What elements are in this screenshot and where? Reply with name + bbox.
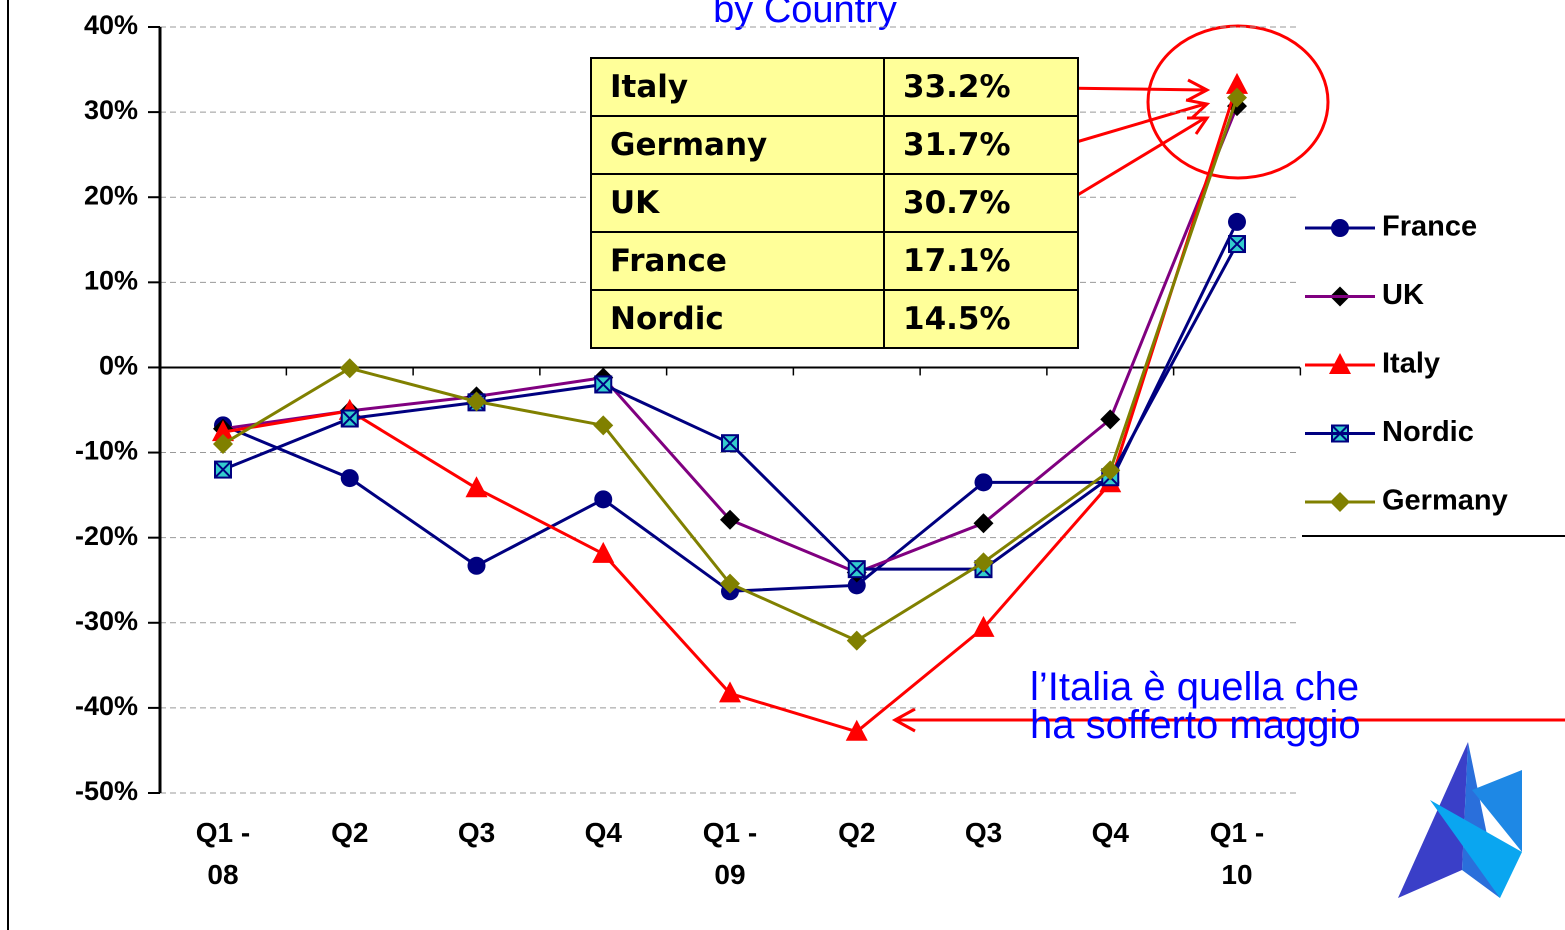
- table-row: Italy 33.2%: [590, 57, 1079, 117]
- marker-x: [214, 460, 232, 479]
- chart-title: by Country: [713, 0, 897, 31]
- legend-label: France: [1382, 211, 1477, 243]
- marker: [1100, 409, 1121, 430]
- y-tick-label: -40%: [75, 691, 138, 721]
- marker-x: [1228, 235, 1246, 253]
- table-row: France 17.1%: [590, 231, 1079, 291]
- marker: [846, 630, 867, 651]
- marker: [845, 719, 868, 741]
- x-tick-label: Q1 - 10: [1209, 817, 1265, 890]
- logo: [1398, 742, 1522, 898]
- table-cell: 33.2%: [883, 57, 1079, 117]
- x-tick-label: Q2: [331, 817, 369, 848]
- marker: [1228, 235, 1246, 254]
- callouts: [891, 24, 1565, 733]
- marker: [1228, 212, 1246, 231]
- value-table: Italy 33.2% Germany 31.7% UK 30.7% France 17.1%…: [590, 57, 1079, 349]
- y-tick-label: 20%: [84, 180, 138, 210]
- marker: [1226, 72, 1248, 94]
- marker: [339, 358, 360, 379]
- legend-label: UK: [1382, 279, 1424, 311]
- y-tick-label: -50%: [75, 776, 138, 806]
- table-cell: France: [590, 231, 885, 291]
- marker: [720, 573, 740, 594]
- marker: [593, 415, 614, 436]
- marker-x: [848, 560, 866, 578]
- marker: [972, 615, 995, 637]
- marker: [974, 473, 993, 492]
- table-row: UK 30.7%: [590, 173, 1079, 233]
- legend-label: Italy: [1382, 348, 1440, 380]
- marker: [465, 476, 488, 498]
- x-tick-label: Q1 - 09: [702, 817, 758, 890]
- table-cell: 17.1%: [883, 231, 1079, 291]
- marker: [720, 509, 740, 530]
- marker: [973, 552, 994, 573]
- y-tick-label: 30%: [84, 95, 138, 125]
- x-tick-label: Q4: [584, 817, 622, 848]
- table-cell: 14.5%: [883, 289, 1079, 349]
- table-cell: Italy: [590, 57, 885, 117]
- y-tick-label: 10%: [84, 265, 138, 295]
- annotation: ha sofferto maggio: [1030, 703, 1361, 747]
- x-tick-label: Q3: [457, 817, 496, 848]
- marker: [592, 541, 615, 563]
- marker-x: [594, 375, 612, 394]
- y-tick-label: -20%: [75, 521, 138, 551]
- marker: [340, 409, 359, 428]
- marker: [467, 556, 486, 575]
- y-tick-label: -30%: [75, 606, 138, 636]
- marker: [594, 490, 613, 509]
- table-row: Nordic 14.5%: [590, 289, 1079, 349]
- marker: [721, 434, 739, 453]
- legend-label: Nordic: [1382, 416, 1474, 448]
- y-tick-label: 40%: [84, 10, 138, 40]
- x-tick-label: Q1 - 08: [195, 817, 251, 890]
- marker: [847, 576, 866, 595]
- marker: [214, 460, 232, 479]
- marker: [340, 469, 359, 488]
- table-cell: UK: [590, 173, 885, 233]
- marker: [1100, 460, 1121, 481]
- y-tick-label: -10%: [75, 436, 138, 466]
- marker: [213, 434, 233, 455]
- table-cell: 31.7%: [883, 115, 1079, 175]
- x-tick-label: Q4: [1091, 817, 1129, 848]
- table-cell: Nordic: [590, 289, 885, 349]
- table-row: Germany 31.7%: [590, 115, 1079, 175]
- marker: [594, 375, 613, 394]
- x-tick-label: Q2: [838, 817, 876, 848]
- marker: [719, 681, 741, 703]
- marker: [1227, 87, 1247, 108]
- y-tick-label: 0%: [99, 351, 138, 381]
- marker: [847, 560, 866, 579]
- table-cell: 30.7%: [883, 173, 1079, 233]
- marker: [973, 513, 994, 534]
- marker-x: [341, 409, 359, 428]
- table-cell: Germany: [590, 115, 885, 175]
- x-tick-label: Q3: [964, 817, 1003, 848]
- annotation: l’Italia è quella che: [1030, 665, 1360, 709]
- marker: [212, 420, 234, 442]
- marker: [466, 391, 487, 412]
- marker-x: [721, 434, 739, 452]
- legend-label: Germany: [1382, 485, 1508, 517]
